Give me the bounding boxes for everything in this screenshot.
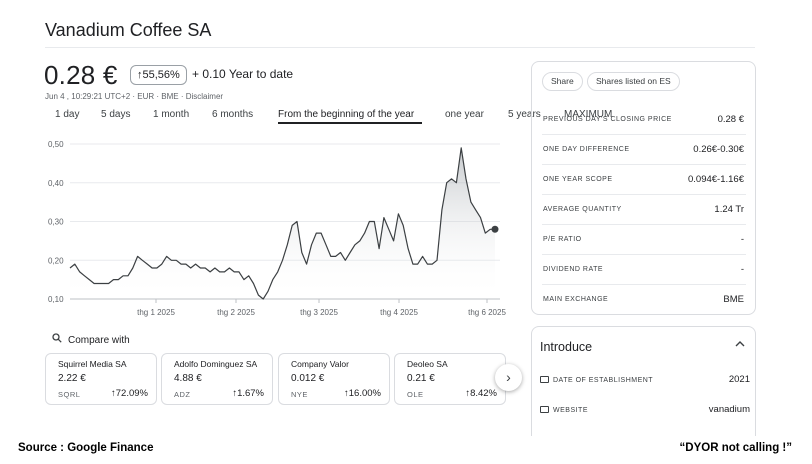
stat-label: MAIN EXCHANGE (543, 296, 609, 303)
intro-label: WEBSITE (540, 406, 588, 414)
stat-label: ONE DAY DIFFERENCE (543, 146, 630, 153)
compare-card-adolfo[interactable]: Adolfo Dominguez SA 4.88 € ADZ ↑1.67% (161, 353, 273, 405)
card-ticker: SQRL (58, 390, 81, 399)
stat-row: ONE DAY DIFFERENCE 0.26€-0.30€ (542, 135, 746, 165)
next-arrow-button[interactable]: › (495, 364, 522, 391)
compare-card-valor[interactable]: Company Valor 0.012 € NYE ↑16.00% (278, 353, 390, 405)
search-icon (52, 333, 64, 346)
tab-1-month[interactable]: 1 month (153, 109, 190, 120)
card-price: 0.21 € (407, 373, 435, 384)
compare-card-deoleo[interactable]: Deoleo SA 0.21 € OLE ↑8.42% (394, 353, 506, 405)
card-change: ↑8.42% (465, 388, 497, 399)
x-tick-label: thg 2 2025 (217, 308, 255, 317)
x-tick-label: thg 4 2025 (380, 308, 418, 317)
compare-card-squirrel[interactable]: Squirrel Media SA 2.22 € SQRL ↑72.09% (45, 353, 157, 405)
share-button[interactable]: Share (542, 72, 583, 91)
stat-row: P/E RATIO - (542, 225, 746, 255)
active-tab-indicator (278, 122, 422, 124)
card-name: Company Valor (291, 359, 349, 369)
card-name: Squirrel Media SA (58, 359, 127, 369)
shares-listed-button[interactable]: Shares listed on ES (587, 72, 680, 91)
change-amount: + 0.10 Year to date (192, 67, 294, 81)
chevron-right-icon: › (506, 369, 511, 385)
tab-6-months[interactable]: 6 months (212, 109, 254, 120)
card-price: 2.22 € (58, 373, 86, 384)
chevron-up-icon[interactable] (735, 338, 745, 350)
intro-row: DATE OF ESTABLISHMENT 2021 (540, 369, 750, 395)
stat-row: ONE YEAR SCOPE 0.094€-1.16€ (542, 165, 746, 195)
card-name: Deoleo SA (407, 359, 448, 369)
card-name: Adolfo Dominguez SA (174, 359, 258, 369)
y-tick-label: 0,40 (48, 179, 64, 188)
title-divider (45, 47, 755, 48)
tab-5-years[interactable]: 5 years (508, 109, 541, 120)
intro-value: 2021 (728, 374, 750, 385)
stat-value: BME (723, 294, 744, 305)
x-tick-label: thg 6 2025 (468, 308, 506, 317)
change-percent-badge: ↑55,56% (130, 65, 187, 85)
y-tick-label: 0,50 (48, 140, 64, 149)
x-tick-label: thg 1 2025 (137, 308, 175, 317)
stat-value: 0.094€-1.16€ (688, 174, 744, 185)
intro-label: DATE OF ESTABLISHMENT (540, 376, 653, 384)
price-chart: 0,50 0,40 0,30 0,20 0,10 thg 1 2025 thg 2 202… (48, 140, 506, 317)
disclaimer-note: “DYOR not calling !” (679, 442, 792, 454)
stat-label: PREVIOUS DAY'S CLOSING PRICE (543, 116, 672, 123)
website-link[interactable]: vanadium (708, 404, 750, 415)
stat-value: 0.28 € (717, 114, 744, 125)
intro-row: WEBSITE vanadium (540, 399, 750, 425)
stat-label: P/E RATIO (543, 236, 582, 243)
stat-value: 1.24 Tr (714, 204, 744, 215)
source-note: Source : Google Finance (18, 442, 154, 454)
tab-1-day[interactable]: 1 day (55, 109, 80, 120)
stat-label: DIVIDEND RATE (543, 266, 604, 273)
stat-value: - (740, 234, 744, 245)
tab-ytd[interactable]: From the beginning of the year (278, 109, 415, 120)
card-change: ↑1.67% (232, 388, 264, 399)
card-price: 4.88 € (174, 373, 202, 384)
tab-one-year[interactable]: one year (445, 109, 484, 120)
tab-maximum[interactable]: MAXIMUM (564, 109, 613, 120)
card-ticker: NYE (291, 390, 308, 399)
price-line (69, 147, 495, 300)
last-price-marker (491, 225, 499, 233)
compare-heading: Compare with (52, 333, 130, 346)
y-tick-label: 0,20 (48, 256, 64, 265)
card-price: 0.012 € (291, 373, 325, 384)
introduce-panel: Introduce DATE OF ESTABLISHMENT 2021 WEB… (531, 326, 756, 436)
y-tick-label: 0,10 (48, 295, 64, 304)
card-ticker: OLE (407, 390, 424, 399)
stat-row: DIVIDEND RATE - (542, 255, 746, 285)
web-icon (540, 406, 549, 413)
stat-row: AVERAGE QUANTITY 1.24 Tr (542, 195, 746, 225)
stat-label: AVERAGE QUANTITY (543, 206, 622, 213)
price-area (70, 147, 495, 299)
stats-panel: Share Shares listed on ES PREVIOUS DAY'S… (531, 61, 756, 315)
quote-meta: Jun 4 , 10:29:21 UTC+2 · EUR · BME · Dis… (45, 92, 224, 101)
card-ticker: ADZ (174, 390, 191, 399)
card-change: ↑72.09% (111, 388, 148, 399)
current-price: 0.28 € (44, 60, 118, 90)
stat-value: - (740, 264, 744, 275)
introduce-title: Introduce (540, 340, 593, 354)
stat-row: MAIN EXCHANGE BME (542, 285, 746, 315)
tab-5-days[interactable]: 5 days (101, 109, 131, 120)
stat-value: 0.26€-0.30€ (693, 144, 744, 155)
calendar-icon (540, 376, 549, 383)
y-tick-label: 0,30 (48, 218, 64, 227)
card-change: ↑16.00% (344, 388, 381, 399)
x-tick-label: thg 3 2025 (300, 308, 338, 317)
compare-label: Compare with (68, 335, 130, 346)
stat-label: ONE YEAR SCOPE (543, 176, 613, 183)
stat-row: PREVIOUS DAY'S CLOSING PRICE 0.28 € (542, 105, 746, 135)
company-title: Vanadium Coffee SA (45, 20, 212, 40)
